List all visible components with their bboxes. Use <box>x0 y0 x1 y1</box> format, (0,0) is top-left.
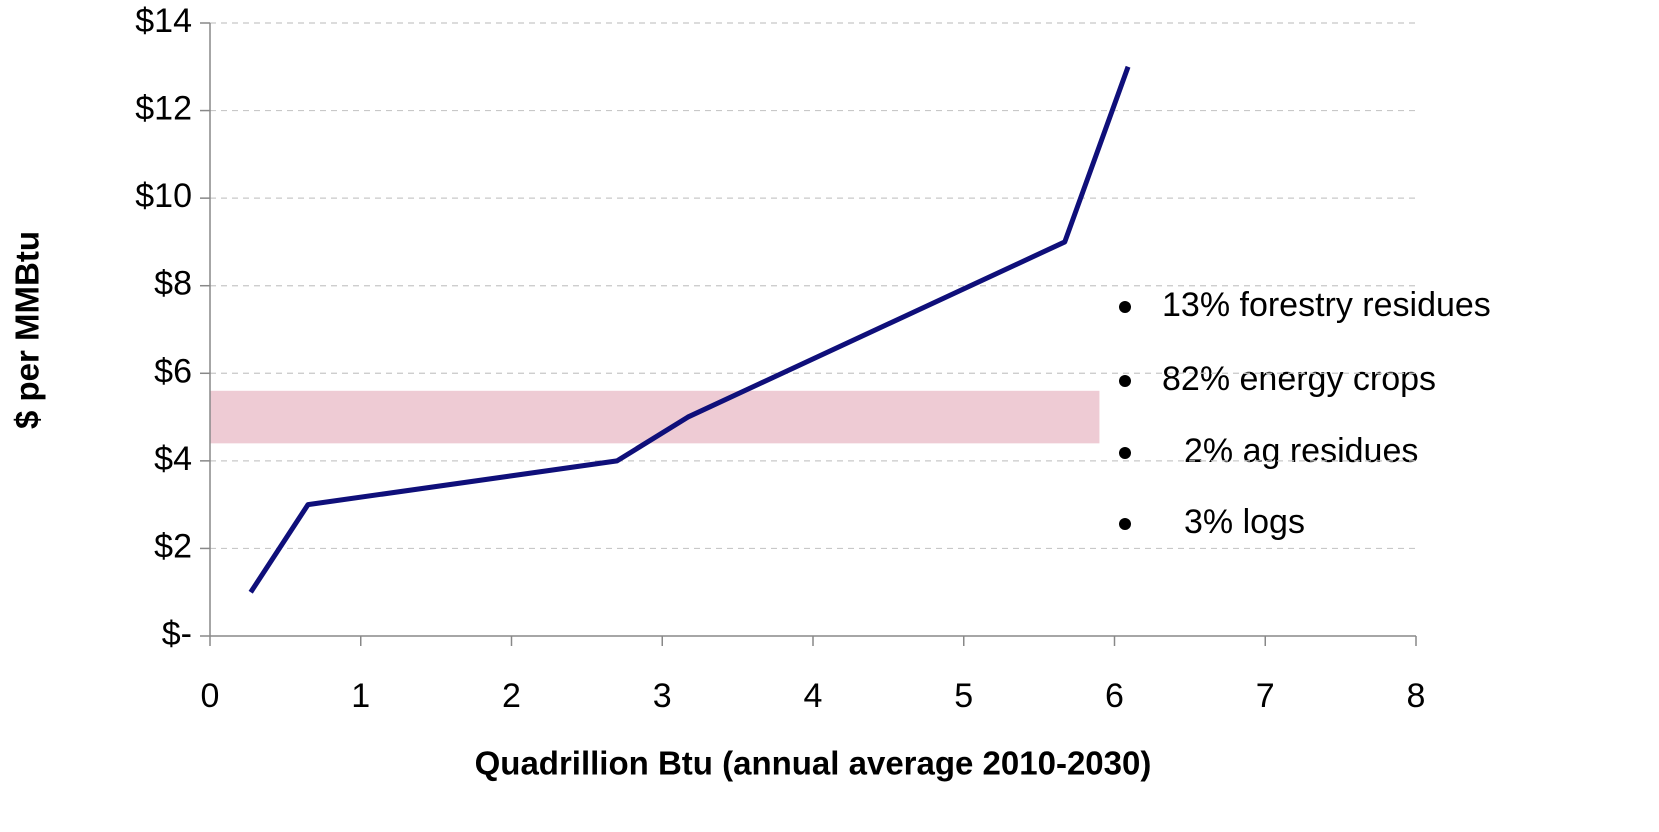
x-axis-title: Quadrillion Btu (annual average 2010-203… <box>475 745 1152 782</box>
y-tick-label: $12 <box>135 90 192 128</box>
x-tick-label: 5 <box>954 677 973 715</box>
x-tick-label: 4 <box>804 677 823 715</box>
y-tick-label: $2 <box>154 527 192 565</box>
x-tick-label: 1 <box>351 677 370 715</box>
x-tick-label: 2 <box>502 677 521 715</box>
bullet <box>1119 375 1131 387</box>
x-tick-label: 6 <box>1105 677 1124 715</box>
annotation: 82% energy crops <box>1162 360 1436 398</box>
x-tick-label: 8 <box>1407 677 1426 715</box>
x-tick-label: 0 <box>201 677 220 715</box>
annotation: 2% ag residues <box>1184 432 1418 470</box>
annotation: 13% forestry residues <box>1162 286 1491 324</box>
bullet <box>1119 518 1131 530</box>
y-tick-label: $- <box>162 615 192 653</box>
bullet <box>1119 447 1131 459</box>
data-line <box>248 65 1131 594</box>
bullet <box>1119 301 1131 313</box>
y-tick-label: $6 <box>154 352 192 390</box>
y-tick-label: $10 <box>135 177 192 215</box>
x-tick-label: 7 <box>1256 677 1275 715</box>
y-tick-label: $14 <box>135 2 192 40</box>
y-tick-label: $4 <box>154 440 192 478</box>
x-tick-label: 3 <box>653 677 672 715</box>
annotation: 3% logs <box>1184 503 1305 541</box>
y-axis-title: $ per MMBtu <box>9 231 46 429</box>
highlight-band <box>210 390 1100 444</box>
y-tick-label: $8 <box>154 265 192 303</box>
